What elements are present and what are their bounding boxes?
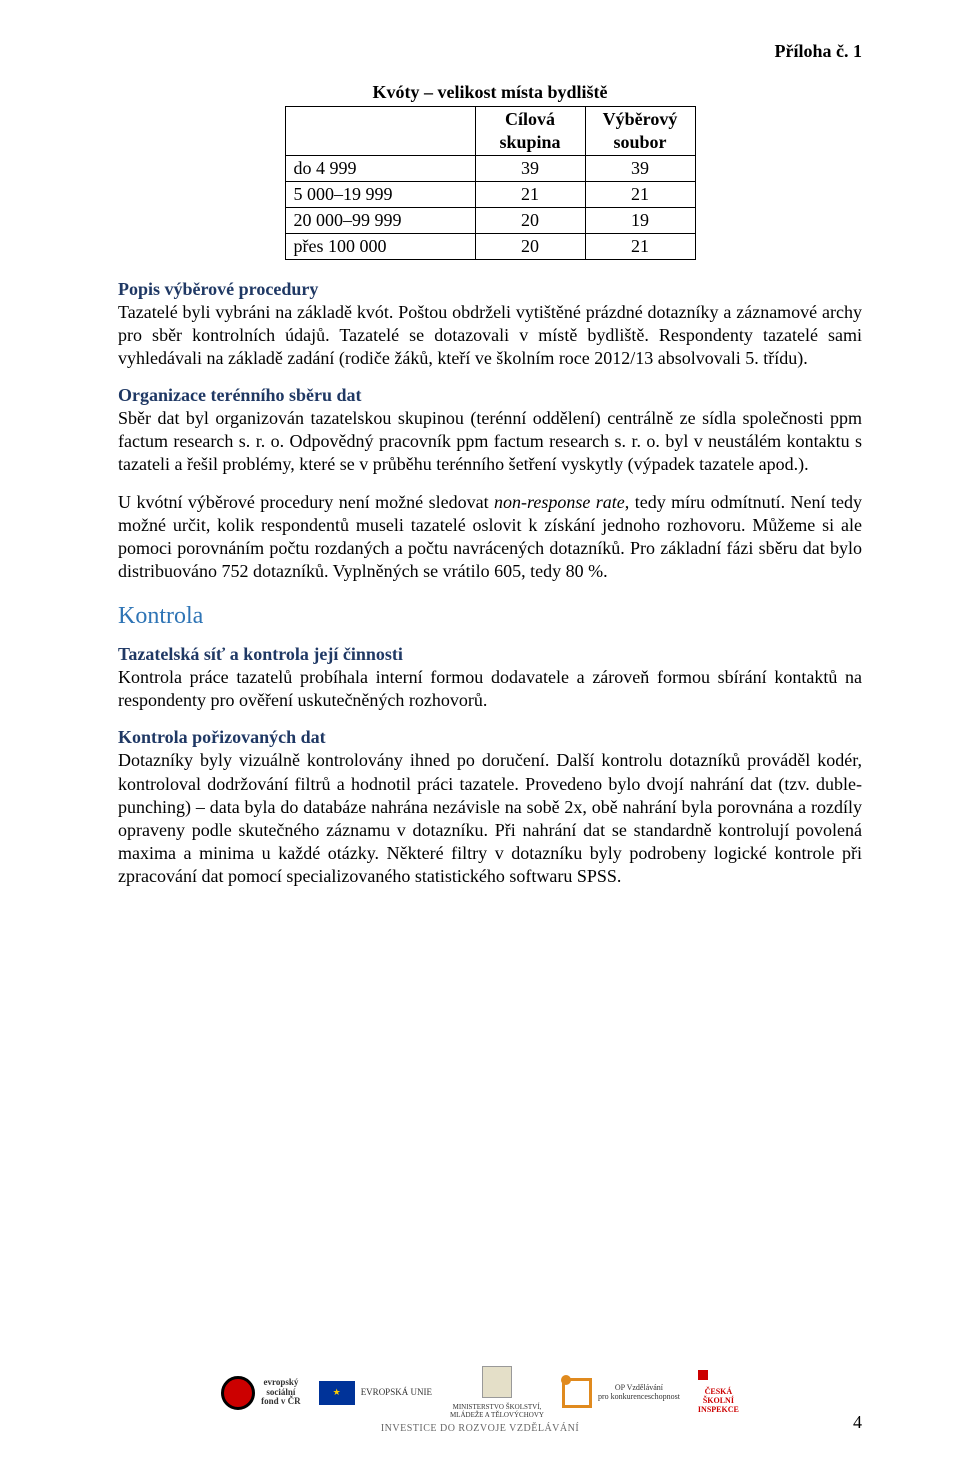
row-label: 5 000–19 999 <box>285 182 475 208</box>
table-caption: Kvóty – velikost místa bydliště <box>118 81 862 104</box>
page-number: 4 <box>853 1411 862 1434</box>
row-target: 21 <box>475 182 585 208</box>
subheading-network: Tazatelská síť a kontrola její činnosti <box>118 643 862 666</box>
quota-note-pre: U kvótní výběrové procedury není možné s… <box>118 492 494 512</box>
eu-logo: EVROPSKÁ UNIE <box>319 1381 432 1405</box>
table-row: 20 000–99 999 20 19 <box>285 208 695 234</box>
row-label: 20 000–99 999 <box>285 208 475 234</box>
row-sample: 19 <box>585 208 695 234</box>
row-sample: 21 <box>585 234 695 260</box>
table-row: 5 000–19 999 21 21 <box>285 182 695 208</box>
csi-label: ČESKÁ ŠKOLNÍ INSPEKCE <box>698 1388 739 1414</box>
msmt-label: MINISTERSTVO ŠKOLSTVÍ, MLÁDEŽE A TĚLOVÝC… <box>450 1404 544 1419</box>
eu-flag-icon <box>319 1381 355 1405</box>
op-logo: OP Vzdělávání pro konkurenceschopnost <box>562 1378 680 1408</box>
table-header-sample: Výběrový soubor <box>585 107 695 156</box>
subheading-procedure: Popis výběrové procedury <box>118 278 862 301</box>
eu-label: EVROPSKÁ UNIE <box>361 1388 432 1398</box>
table-row: do 4 999 39 39 <box>285 156 695 182</box>
row-label: přes 100 000 <box>285 234 475 260</box>
row-sample: 21 <box>585 182 695 208</box>
heading-control: Kontrola <box>118 601 862 632</box>
table-row: přes 100 000 20 21 <box>285 234 695 260</box>
appendix-label: Příloha č. 1 <box>118 40 862 63</box>
table-header-row: Cílová skupina Výběrový soubor <box>285 107 695 156</box>
csi-logo: ČESKÁ ŠKOLNÍ INSPEKCE <box>698 1370 739 1414</box>
subheading-datacheck: Kontrola pořizovaných dat <box>118 726 862 749</box>
csi-icon <box>698 1370 708 1380</box>
paragraph-organization: Sběr dat byl organizován tazatelskou sku… <box>118 407 862 476</box>
document-page: Příloha č. 1 Kvóty – velikost místa bydl… <box>0 0 960 1470</box>
paragraph-quota-note: U kvótní výběrové procedury není možné s… <box>118 491 862 583</box>
paragraph-datacheck: Dotazníky byly vizuálně kontrolovány ihn… <box>118 749 862 887</box>
lion-icon <box>482 1366 512 1398</box>
msmt-logo: MINISTERSTVO ŠKOLSTVÍ, MLÁDEŽE A TĚLOVÝC… <box>450 1366 544 1419</box>
quota-note-em: non-response rate <box>494 492 625 512</box>
table-header-target: Cílová skupina <box>475 107 585 156</box>
paragraph-network: Kontrola práce tazatelů probíhala intern… <box>118 666 862 712</box>
footer-tagline: INVESTICE DO ROZVOJE VZDĚLÁVÁNÍ <box>0 1423 960 1436</box>
footer-logo-strip: evropský sociální fond v ČR EVROPSKÁ UNI… <box>0 1366 960 1436</box>
row-target: 20 <box>475 208 585 234</box>
esf-label: evropský sociální fond v ČR <box>261 1378 301 1408</box>
row-label: do 4 999 <box>285 156 475 182</box>
quota-table: Cílová skupina Výběrový soubor do 4 999 … <box>285 106 696 260</box>
op-label: OP Vzdělávání pro konkurenceschopnost <box>598 1384 680 1402</box>
paragraph-procedure: Tazatelé byli vybráni na základě kvót. P… <box>118 301 862 370</box>
esf-logo: evropský sociální fond v ČR <box>221 1376 301 1410</box>
table-header-empty <box>285 107 475 156</box>
row-target: 39 <box>475 156 585 182</box>
row-target: 20 <box>475 234 585 260</box>
row-sample: 39 <box>585 156 695 182</box>
op-icon <box>562 1378 592 1408</box>
esf-icon <box>221 1376 255 1410</box>
subheading-organization: Organizace terénního sběru dat <box>118 384 862 407</box>
